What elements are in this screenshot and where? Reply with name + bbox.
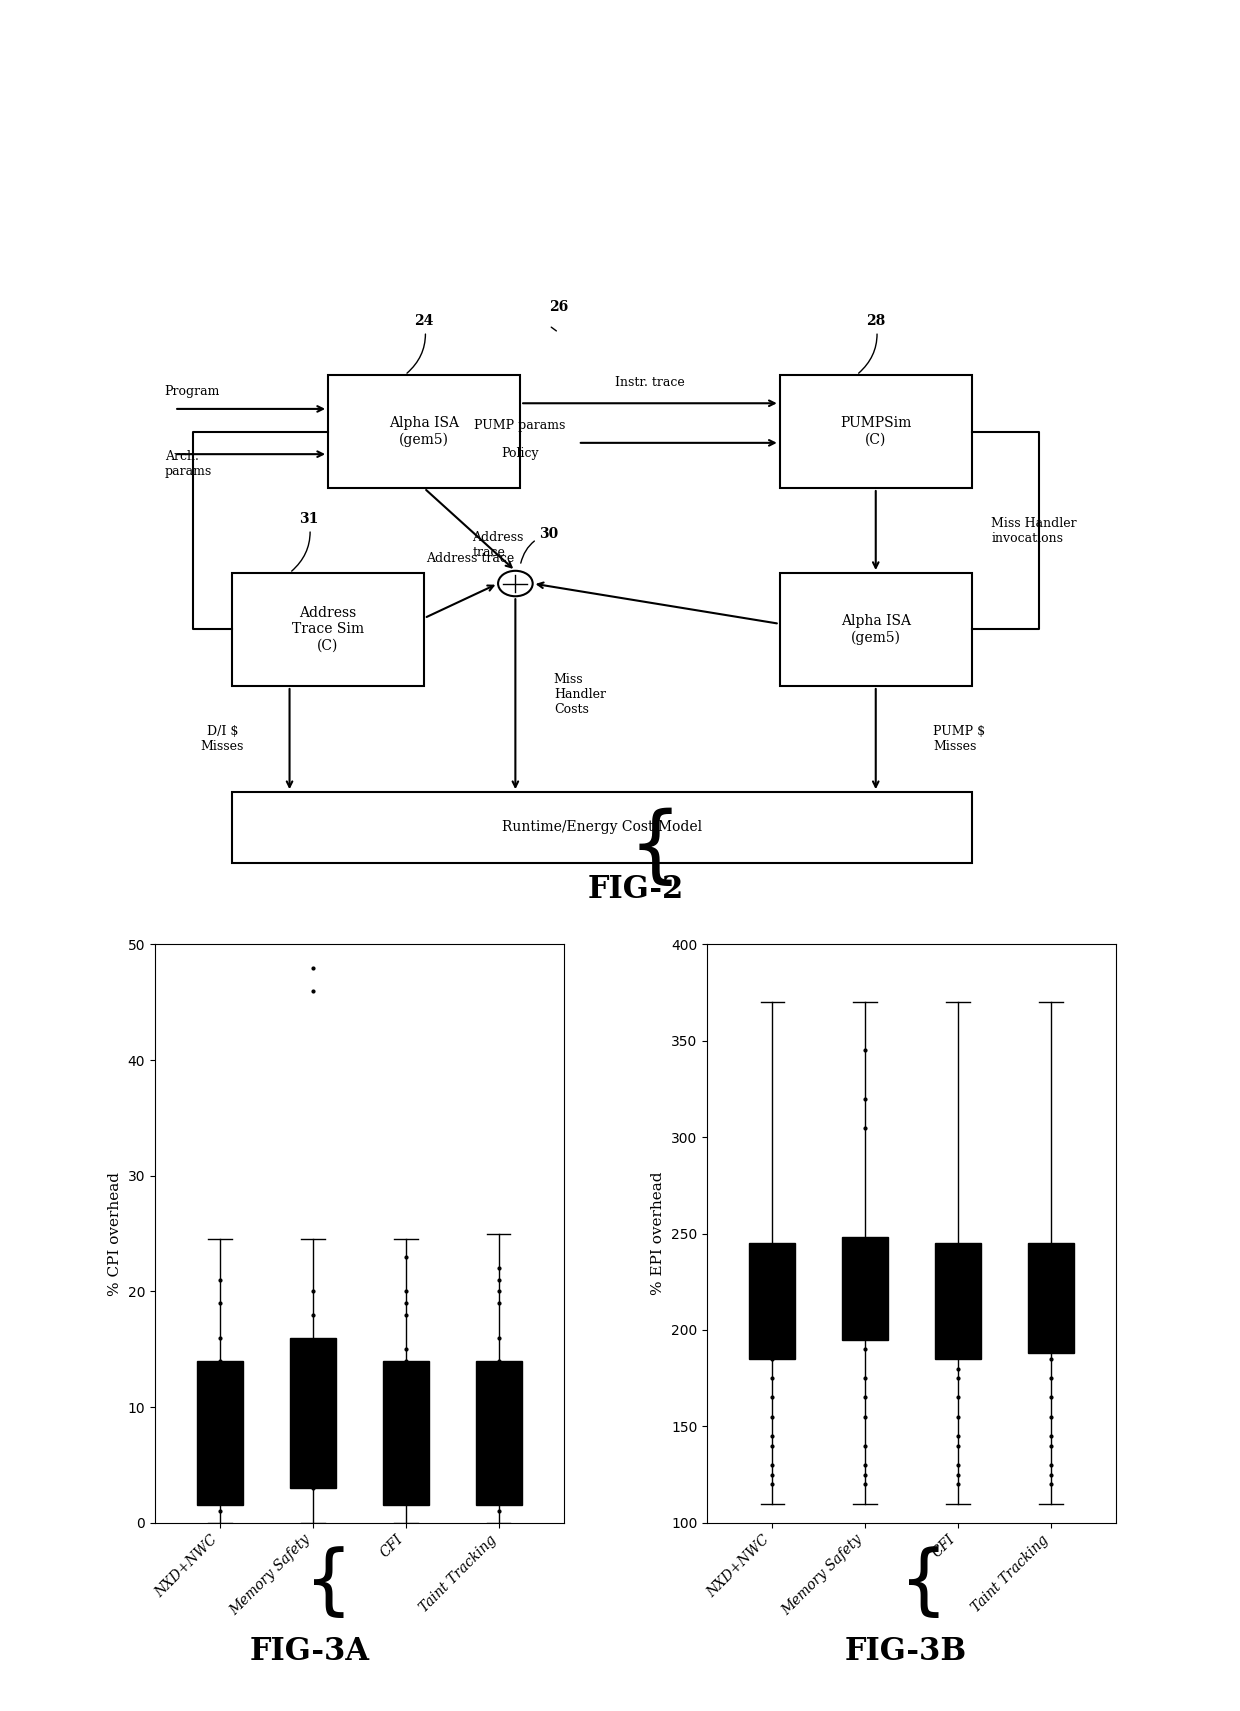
- FancyBboxPatch shape: [232, 792, 972, 862]
- Text: Arch.
params: Arch. params: [165, 450, 212, 479]
- Text: FIG-2: FIG-2: [588, 874, 683, 905]
- Text: FIG-3B: FIG-3B: [844, 1636, 966, 1667]
- Text: Address trace: Address trace: [425, 553, 513, 565]
- Text: 24: 24: [407, 315, 434, 373]
- Text: Address
trace: Address trace: [472, 530, 523, 558]
- FancyBboxPatch shape: [780, 573, 972, 686]
- Text: Program: Program: [165, 385, 219, 397]
- Text: Runtime/Energy Cost Model: Runtime/Energy Cost Model: [502, 820, 702, 835]
- Text: 30: 30: [521, 527, 559, 563]
- Text: FIG-3A: FIG-3A: [250, 1636, 370, 1667]
- Y-axis label: % CPI overhead: % CPI overhead: [108, 1172, 122, 1295]
- Text: 31: 31: [291, 512, 319, 571]
- Text: 26: 26: [549, 301, 568, 315]
- Text: }: }: [609, 802, 662, 885]
- PathPatch shape: [1028, 1244, 1074, 1353]
- Y-axis label: % EPI overhead: % EPI overhead: [651, 1172, 666, 1295]
- PathPatch shape: [749, 1244, 795, 1359]
- Text: Alpha ISA
(gem5): Alpha ISA (gem5): [841, 614, 910, 645]
- Text: PUMP params: PUMP params: [475, 419, 565, 431]
- Text: Policy: Policy: [501, 447, 539, 460]
- Text: Miss Handler
invocations: Miss Handler invocations: [991, 517, 1076, 544]
- FancyBboxPatch shape: [232, 573, 424, 686]
- Text: }: }: [880, 1543, 930, 1617]
- PathPatch shape: [935, 1244, 981, 1359]
- Text: PUMP $
Misses: PUMP $ Misses: [934, 725, 986, 753]
- Text: Address
Trace Sim
(C): Address Trace Sim (C): [291, 606, 365, 652]
- Text: }: }: [285, 1543, 335, 1617]
- PathPatch shape: [476, 1360, 522, 1506]
- Text: Alpha ISA
(gem5): Alpha ISA (gem5): [389, 416, 459, 447]
- PathPatch shape: [197, 1360, 243, 1506]
- Text: Miss
Handler
Costs: Miss Handler Costs: [554, 672, 606, 715]
- PathPatch shape: [842, 1237, 888, 1340]
- FancyBboxPatch shape: [327, 375, 521, 488]
- Text: PUMPSim
(C): PUMPSim (C): [839, 416, 911, 447]
- Text: Instr. trace: Instr. trace: [615, 376, 684, 388]
- PathPatch shape: [290, 1338, 336, 1489]
- Text: D/I $
Misses: D/I $ Misses: [201, 725, 244, 753]
- Text: 28: 28: [858, 315, 885, 373]
- PathPatch shape: [383, 1360, 429, 1506]
- FancyBboxPatch shape: [780, 375, 972, 488]
